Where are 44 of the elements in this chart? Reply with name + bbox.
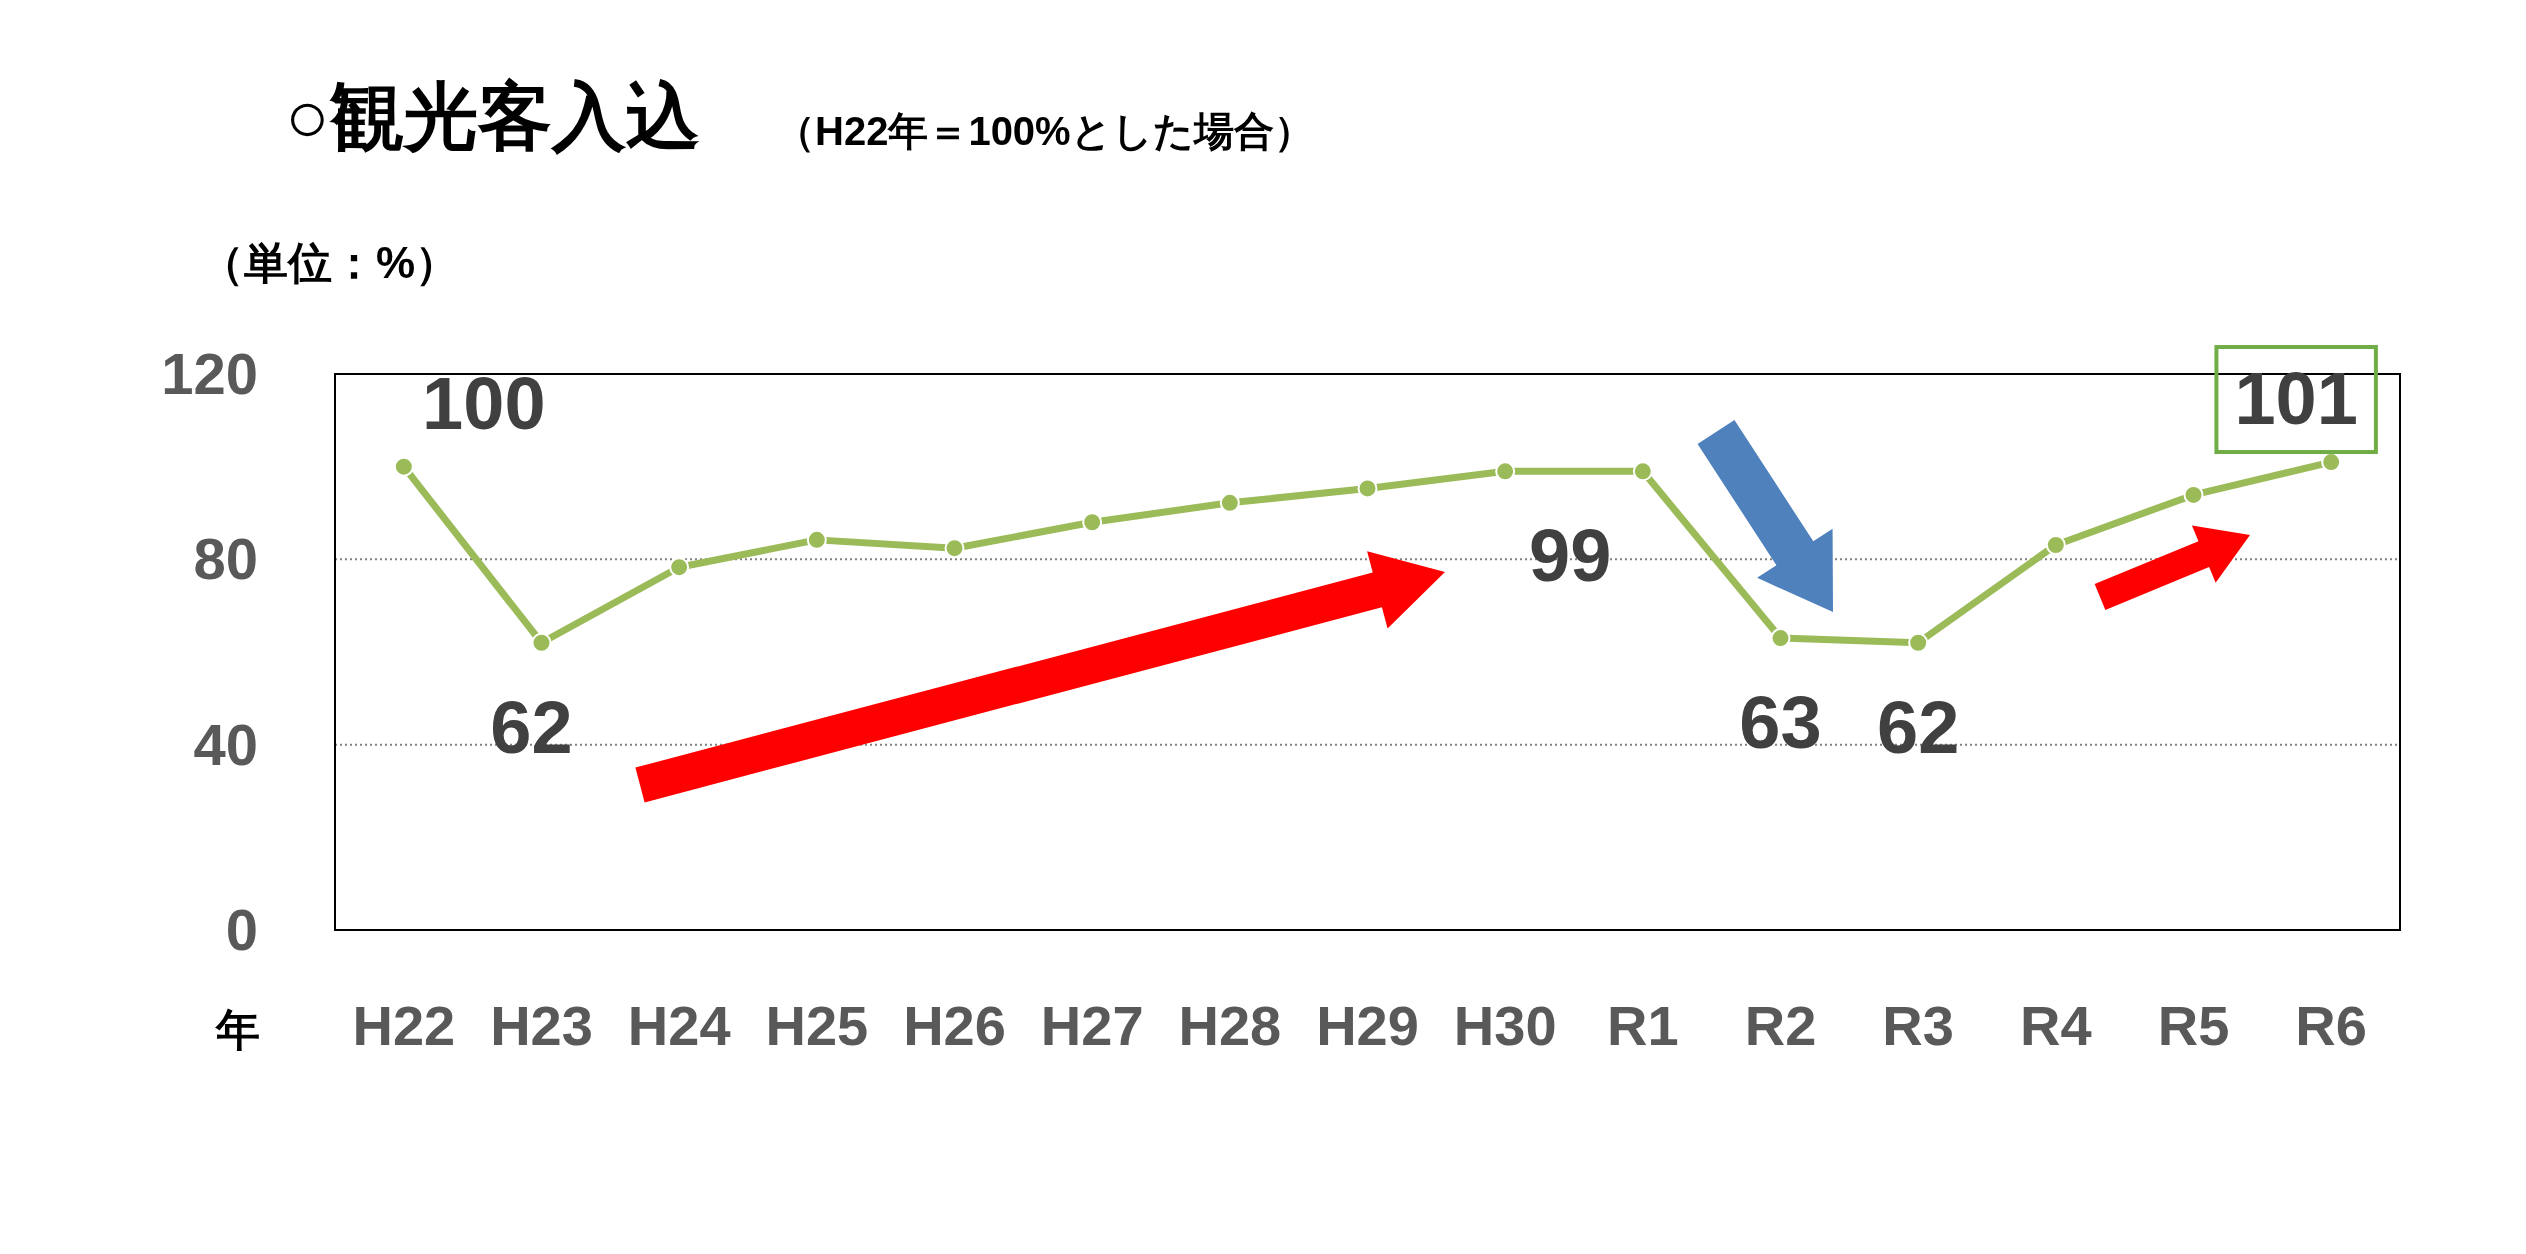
point — [1632, 461, 1653, 482]
data-label: 101 — [2234, 357, 2358, 441]
point — [669, 557, 690, 578]
point — [806, 529, 827, 550]
point — [944, 538, 965, 559]
point — [2045, 534, 2066, 555]
point — [1908, 632, 1929, 653]
y-tick-label: 0 — [225, 897, 258, 962]
x-tick-label: R3 — [1882, 994, 1954, 1057]
x-tick-label: R6 — [2295, 994, 2367, 1057]
x-tick-label: R2 — [1744, 994, 1817, 1057]
x-tick-label: R4 — [2020, 994, 2092, 1057]
x-tick-label: H26 — [903, 994, 1006, 1057]
chart-subtitle: （H22年＝100%とした場合） — [775, 109, 1314, 153]
point — [1219, 492, 1240, 513]
y-tick-label: 80 — [193, 526, 258, 592]
x-tick-label: H27 — [1040, 994, 1144, 1057]
y-tick-label: 40 — [193, 711, 258, 777]
y-tick-label: 120 — [161, 341, 258, 406]
y-axis-title: （単位：%） — [200, 238, 460, 287]
point — [1770, 628, 1791, 649]
data-label: 62 — [1877, 685, 1960, 769]
x-axis-title: 年 — [215, 1005, 260, 1054]
point — [531, 632, 552, 653]
point — [1357, 478, 1378, 499]
data-label: 62 — [490, 685, 573, 769]
data-label: 63 — [1739, 681, 1822, 765]
data-label: 100 — [422, 361, 546, 445]
x-tick-label: H30 — [1453, 994, 1557, 1057]
x-tick-label: H28 — [1178, 994, 1282, 1057]
data-label: 99 — [1529, 514, 1612, 598]
chart-title: ○観光客入込 — [285, 75, 700, 158]
x-tick-label: R1 — [1607, 994, 1679, 1057]
point — [393, 456, 414, 477]
x-tick-label: H25 — [765, 994, 869, 1057]
x-tick-label: H23 — [490, 994, 593, 1057]
point — [1082, 512, 1103, 533]
x-tick-label: H22 — [352, 994, 456, 1057]
x-tick-label: H29 — [1316, 994, 1419, 1057]
point — [2321, 452, 2342, 473]
x-tick-label: R5 — [2157, 994, 2230, 1057]
point — [2183, 484, 2204, 505]
point — [1495, 461, 1516, 482]
x-tick-label: H24 — [627, 994, 731, 1057]
